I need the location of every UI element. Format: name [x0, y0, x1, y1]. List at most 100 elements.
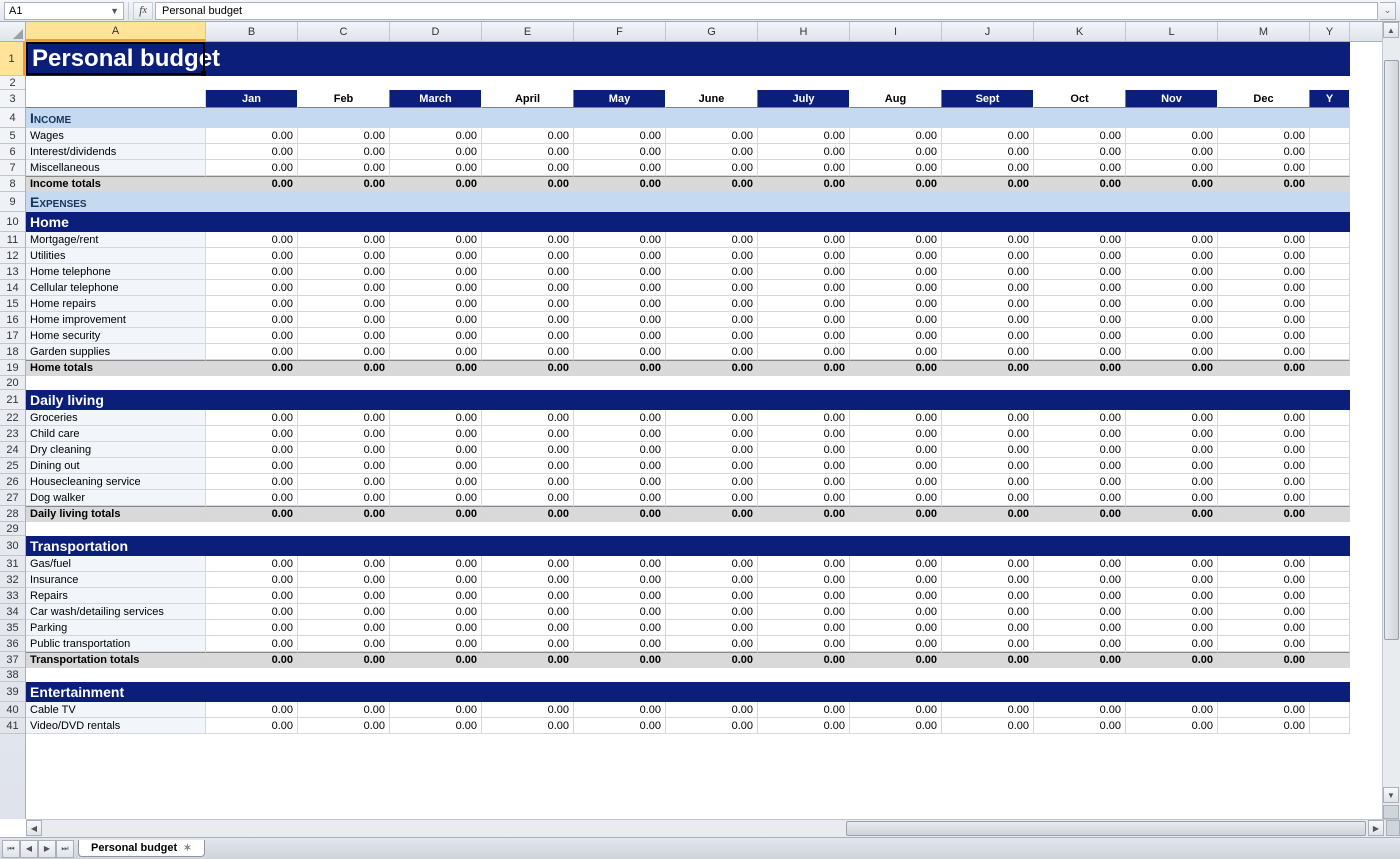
value-cell[interactable]: 0.00 [942, 702, 1034, 718]
row-label[interactable]: Wages [26, 128, 206, 144]
row-label[interactable]: Gas/fuel [26, 556, 206, 572]
value-cell[interactable]: 0.00 [574, 144, 666, 160]
row-header-9[interactable]: 9 [0, 192, 25, 212]
value-cell[interactable]: 0.00 [1218, 232, 1310, 248]
blank-cell[interactable] [26, 522, 206, 536]
value-cell[interactable]: 0.00 [758, 176, 850, 192]
row-label[interactable]: Housecleaning service [26, 474, 206, 490]
value-cell[interactable]: 0.00 [758, 312, 850, 328]
value-cell[interactable]: 0.00 [298, 312, 390, 328]
value-cell[interactable]: 0.00 [1218, 160, 1310, 176]
blank-cell[interactable] [482, 76, 574, 90]
value-cell[interactable]: 0.00 [574, 426, 666, 442]
value-cell[interactable]: 0.00 [574, 264, 666, 280]
value-cell[interactable]: 0.00 [1034, 232, 1126, 248]
value-cell[interactable]: 0.00 [482, 232, 574, 248]
value-cell[interactable]: 0.00 [850, 426, 942, 442]
value-cell[interactable]: 0.00 [1218, 410, 1310, 426]
blank-cell[interactable] [390, 668, 482, 682]
value-cell[interactable]: 0.00 [1218, 474, 1310, 490]
value-cell[interactable]: 0.00 [574, 176, 666, 192]
row-header-28[interactable]: 28 [0, 506, 25, 522]
value-cell[interactable]: 0.00 [1126, 344, 1218, 360]
column-header-K[interactable]: K [1034, 22, 1126, 41]
value-cell[interactable]: 0.00 [1126, 718, 1218, 734]
value-cell[interactable]: 0.00 [758, 506, 850, 522]
row-label[interactable]: Dry cleaning [26, 442, 206, 458]
value-cell[interactable] [1310, 442, 1350, 458]
value-cell[interactable]: 0.00 [850, 296, 942, 312]
month-header-feb[interactable]: Feb [298, 90, 390, 108]
value-cell[interactable]: 0.00 [390, 264, 482, 280]
value-cell[interactable] [1310, 620, 1350, 636]
month-header-march[interactable]: March [390, 90, 482, 108]
value-cell[interactable]: 0.00 [1034, 718, 1126, 734]
value-cell[interactable]: 0.00 [942, 328, 1034, 344]
value-cell[interactable]: 0.00 [390, 410, 482, 426]
column-header-M[interactable]: M [1218, 22, 1310, 41]
value-cell[interactable] [1310, 296, 1350, 312]
value-cell[interactable]: 0.00 [390, 160, 482, 176]
value-cell[interactable]: 0.00 [942, 344, 1034, 360]
blank-cell[interactable] [298, 376, 390, 390]
blank-cell[interactable] [1310, 76, 1350, 90]
value-cell[interactable]: 0.00 [206, 232, 298, 248]
value-cell[interactable]: 0.00 [758, 426, 850, 442]
row-header-39[interactable]: 39 [0, 682, 25, 702]
row-header-19[interactable]: 19 [0, 360, 25, 376]
blank-cell[interactable] [666, 76, 758, 90]
value-cell[interactable]: 0.00 [1218, 248, 1310, 264]
value-cell[interactable]: 0.00 [1218, 604, 1310, 620]
blank-cell[interactable] [1218, 376, 1310, 390]
value-cell[interactable]: 0.00 [1126, 442, 1218, 458]
blank-cell[interactable] [1126, 376, 1218, 390]
row-label[interactable]: Mortgage/rent [26, 232, 206, 248]
value-cell[interactable]: 0.00 [574, 652, 666, 668]
value-cell[interactable]: 0.00 [1126, 474, 1218, 490]
value-cell[interactable]: 0.00 [482, 296, 574, 312]
months-label-cell[interactable] [26, 90, 206, 108]
row-header-2[interactable]: 2 [0, 76, 25, 90]
value-cell[interactable]: 0.00 [482, 490, 574, 506]
value-cell[interactable]: 0.00 [758, 652, 850, 668]
value-cell[interactable]: 0.00 [206, 426, 298, 442]
value-cell[interactable]: 0.00 [1126, 572, 1218, 588]
blank-cell[interactable] [1034, 668, 1126, 682]
value-cell[interactable] [1310, 232, 1350, 248]
value-cell[interactable]: 0.00 [1126, 410, 1218, 426]
value-cell[interactable]: 0.00 [298, 344, 390, 360]
value-cell[interactable]: 0.00 [666, 328, 758, 344]
value-cell[interactable]: 0.00 [298, 652, 390, 668]
value-cell[interactable]: 0.00 [758, 620, 850, 636]
row-header-34[interactable]: 34 [0, 604, 25, 620]
blank-cell[interactable] [666, 522, 758, 536]
blank-cell[interactable] [482, 668, 574, 682]
value-cell[interactable]: 0.00 [758, 458, 850, 474]
blank-cell[interactable] [1126, 522, 1218, 536]
value-cell[interactable]: 0.00 [666, 506, 758, 522]
value-cell[interactable]: 0.00 [942, 490, 1034, 506]
value-cell[interactable]: 0.00 [1126, 604, 1218, 620]
value-cell[interactable]: 0.00 [390, 176, 482, 192]
row-header-27[interactable]: 27 [0, 490, 25, 506]
value-cell[interactable]: 0.00 [298, 474, 390, 490]
value-cell[interactable]: 0.00 [390, 232, 482, 248]
row-header-37[interactable]: 37 [0, 652, 25, 668]
column-header-H[interactable]: H [758, 22, 850, 41]
value-cell[interactable]: 0.00 [1126, 620, 1218, 636]
value-cell[interactable]: 0.00 [666, 442, 758, 458]
value-cell[interactable]: 0.00 [574, 160, 666, 176]
value-cell[interactable]: 0.00 [1218, 636, 1310, 652]
row-header-30[interactable]: 30 [0, 536, 25, 556]
value-cell[interactable]: 0.00 [850, 652, 942, 668]
value-cell[interactable]: 0.00 [298, 458, 390, 474]
value-cell[interactable]: 0.00 [482, 426, 574, 442]
row-label[interactable]: Daily living totals [26, 506, 206, 522]
value-cell[interactable]: 0.00 [482, 312, 574, 328]
column-header-J[interactable]: J [942, 22, 1034, 41]
value-cell[interactable]: 0.00 [666, 458, 758, 474]
value-cell[interactable]: 0.00 [850, 702, 942, 718]
value-cell[interactable]: 0.00 [942, 160, 1034, 176]
blank-cell[interactable] [1034, 76, 1126, 90]
value-cell[interactable]: 0.00 [1034, 442, 1126, 458]
